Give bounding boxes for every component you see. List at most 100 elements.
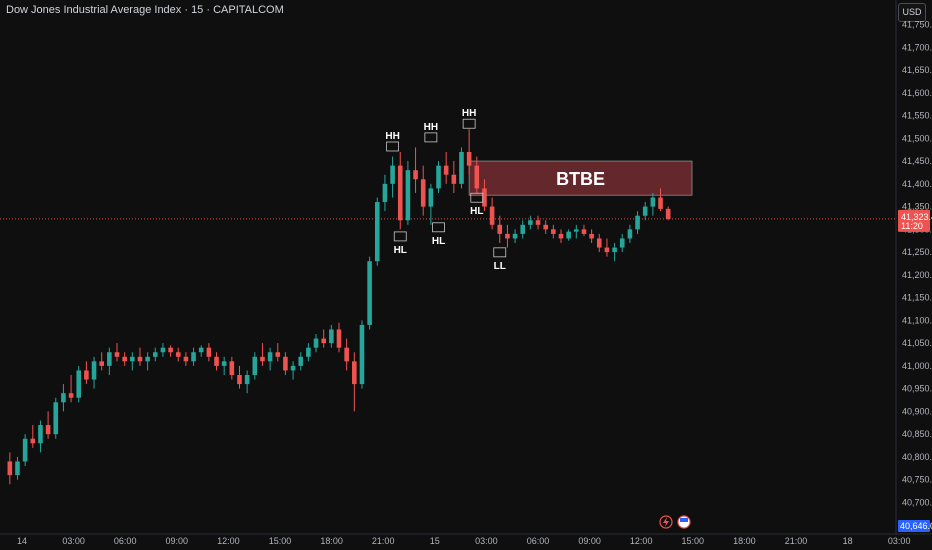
time-tick-label: 12:00 <box>217 536 240 546</box>
price-tick-label: 41,050.0 <box>902 338 932 348</box>
candle <box>321 329 326 348</box>
candle <box>298 352 304 371</box>
candle-body <box>466 151 472 166</box>
candle <box>512 229 518 244</box>
candle <box>420 165 426 216</box>
candle-body <box>152 352 158 357</box>
candle-body <box>168 347 173 353</box>
candle <box>237 365 242 389</box>
candle <box>650 192 656 216</box>
candle-body <box>397 165 403 221</box>
candle <box>22 434 28 467</box>
candle <box>535 215 541 230</box>
price-tick-label: 40,750.0 <box>902 475 932 485</box>
candle <box>329 324 334 348</box>
candle-body <box>237 374 242 385</box>
time-tick-label: 21:00 <box>785 536 808 546</box>
candle <box>283 352 288 375</box>
countdown-text: 11:20 <box>901 221 923 231</box>
time-tick-label: 06:00 <box>114 536 137 546</box>
candle <box>252 352 258 380</box>
candle-body <box>650 197 656 207</box>
candle <box>168 345 173 357</box>
candle <box>619 233 625 253</box>
candle-body <box>229 361 235 375</box>
btbe-zone <box>468 160 693 196</box>
candle-body <box>107 352 112 366</box>
candle <box>551 224 556 239</box>
currency-button[interactable]: USD <box>898 3 926 22</box>
candle-body <box>596 238 602 248</box>
swing-label: HH <box>385 131 399 142</box>
swing-label: HL <box>394 245 407 256</box>
candle <box>367 256 372 330</box>
candle <box>114 343 120 362</box>
candle-body <box>374 202 380 262</box>
candle-body <box>15 461 20 476</box>
candle <box>459 147 464 189</box>
candle <box>260 343 265 366</box>
candle-body <box>413 170 418 180</box>
low-price-text: 40,646.0 <box>900 521 932 531</box>
candle-body <box>390 165 395 184</box>
candle <box>558 229 564 244</box>
swing-label: HH <box>462 108 476 119</box>
candle-body <box>612 247 617 253</box>
candle <box>397 151 403 230</box>
candle <box>596 233 602 253</box>
candle <box>482 179 487 212</box>
candle-body <box>482 188 487 207</box>
price-tick-label: 41,400.0 <box>902 179 932 189</box>
candle-body <box>359 324 365 385</box>
candle-body <box>497 224 503 234</box>
candle <box>198 345 204 357</box>
lightning-event-icon[interactable] <box>659 515 673 529</box>
candle-body <box>551 229 556 234</box>
candle-body <box>543 224 548 230</box>
candle-body <box>260 356 265 362</box>
candle <box>589 229 594 244</box>
btbe-zone-label: BTBE <box>556 169 605 189</box>
candle <box>152 347 158 362</box>
candle-body <box>665 208 671 219</box>
candle <box>658 188 663 212</box>
candle-body <box>122 356 127 362</box>
time-tick-label: 18 <box>843 536 853 546</box>
candle <box>505 224 510 248</box>
candle-body <box>367 261 372 325</box>
price-tick-label: 41,650.0 <box>902 65 932 75</box>
candle-body <box>45 425 51 435</box>
time-tick-label: 15:00 <box>269 536 292 546</box>
candle-body <box>420 179 426 207</box>
price-tick-label: 41,250.0 <box>902 247 932 257</box>
candle <box>175 347 181 362</box>
candle-body <box>214 356 219 366</box>
candle <box>581 224 587 237</box>
candle-body <box>474 165 480 189</box>
candle-body <box>290 365 296 371</box>
candle-body <box>329 329 334 344</box>
candle <box>374 197 380 266</box>
lightning-glyph-icon <box>663 517 669 527</box>
swing-marker-box <box>470 192 484 203</box>
price-tick-label: 41,500.0 <box>902 133 932 143</box>
candle-body <box>198 347 204 353</box>
swing-label: HH <box>424 122 438 133</box>
candle-body <box>84 370 89 380</box>
time-tick-label: 09:00 <box>166 536 189 546</box>
candle-body <box>489 206 495 225</box>
swing-label: HL <box>470 206 483 217</box>
time-tick-label: 18:00 <box>320 536 343 546</box>
candle-body <box>344 347 349 362</box>
candle <box>543 220 548 234</box>
time-tick-label: 21:00 <box>372 536 395 546</box>
candle <box>214 352 219 371</box>
candle-body <box>244 374 250 385</box>
candle-body <box>436 165 441 189</box>
candle <box>244 370 250 394</box>
candle-body <box>428 188 434 207</box>
candle <box>45 411 51 439</box>
candle <box>390 156 395 198</box>
price-tick-label: 41,150.0 <box>902 293 932 303</box>
price-tick-label: 40,850.0 <box>902 429 932 439</box>
